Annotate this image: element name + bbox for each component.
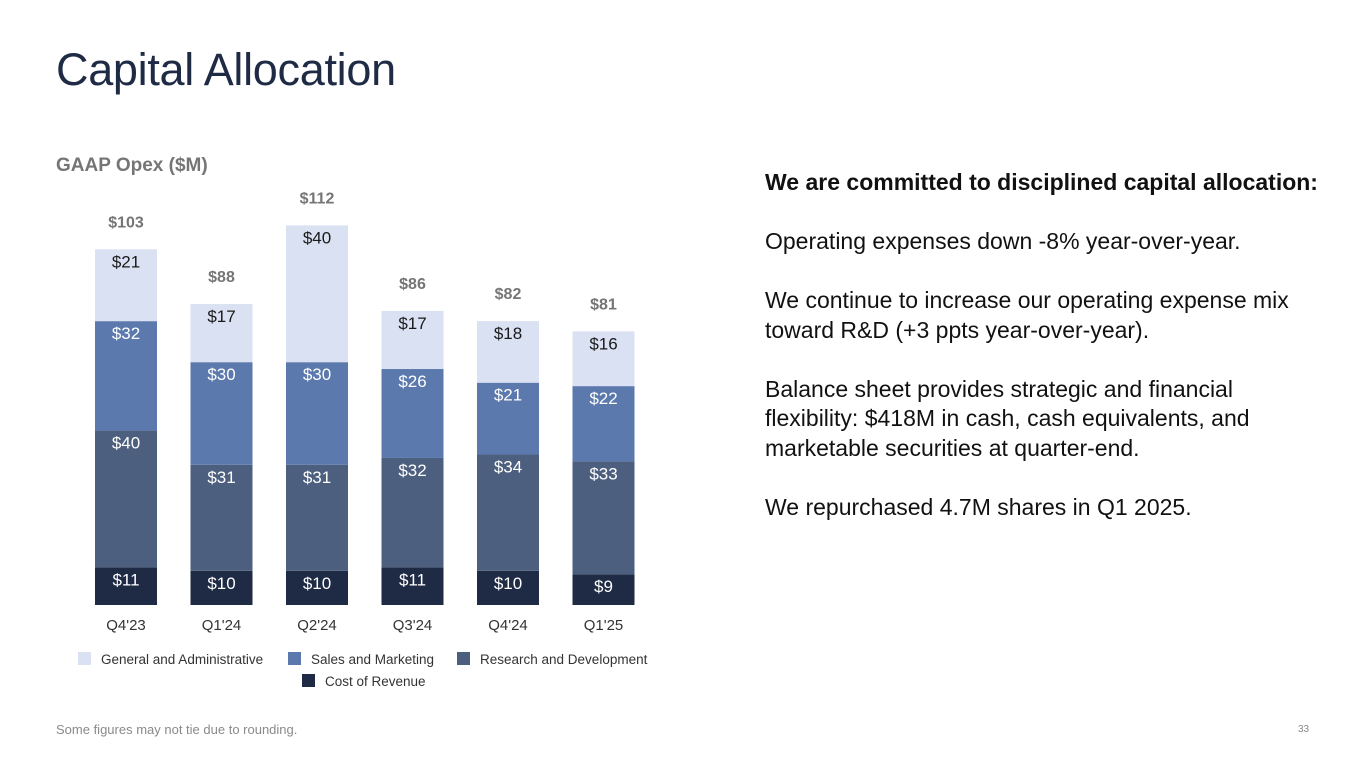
legend-swatch-sales_and_marketing bbox=[288, 652, 301, 665]
page-number: 33 bbox=[1298, 724, 1310, 735]
bar-general_and_administrative-4 bbox=[477, 321, 539, 383]
data-label-general_and_administrative-2: $40 bbox=[303, 228, 331, 247]
total-label-5: $81 bbox=[590, 296, 617, 313]
total-label-2: $112 bbox=[300, 190, 335, 207]
commentary-repurchase: We repurchased 4.7M shares in Q1 2025. bbox=[765, 493, 1192, 520]
bar-cost_of_revenue-2 bbox=[286, 570, 348, 605]
bar-cost_of_revenue-5 bbox=[572, 574, 635, 605]
x-tick-label-0: Q4'23 bbox=[106, 617, 146, 634]
bar-cost_of_revenue-1 bbox=[190, 570, 253, 605]
data-label-cost_of_revenue-2: $10 bbox=[303, 574, 331, 593]
legend-swatch-research_and_development bbox=[457, 652, 470, 665]
total-label-3: $86 bbox=[399, 276, 426, 293]
data-label-sales_and_marketing-2: $30 bbox=[303, 365, 331, 384]
data-label-cost_of_revenue-4: $10 bbox=[494, 574, 522, 593]
data-label-research_and_development-5: $33 bbox=[589, 464, 617, 483]
x-tick-label-1: Q1'24 bbox=[202, 617, 242, 634]
bar-research_and_development-2 bbox=[286, 464, 348, 571]
data-label-sales_and_marketing-5: $22 bbox=[589, 389, 617, 408]
data-label-research_and_development-3: $32 bbox=[398, 461, 426, 480]
commentary-heading: We are committed to disciplined capital … bbox=[765, 169, 1318, 195]
bar-research_and_development-0 bbox=[95, 430, 157, 568]
data-label-research_and_development-2: $31 bbox=[303, 468, 331, 487]
bar-general_and_administrative-3 bbox=[381, 310, 444, 370]
bar-research_and_development-1 bbox=[190, 464, 253, 571]
data-label-research_and_development-4: $34 bbox=[494, 458, 522, 477]
legend-label-research_and_development: Research and Development bbox=[480, 652, 648, 667]
data-label-cost_of_revenue-0: $11 bbox=[112, 570, 139, 589]
data-label-cost_of_revenue-3: $11 bbox=[399, 570, 426, 589]
bar-sales_and_marketing-2 bbox=[286, 362, 348, 465]
bar-sales_and_marketing-0 bbox=[95, 321, 157, 431]
bar-research_and_development-5 bbox=[572, 461, 635, 575]
x-tick-label-2: Q2'24 bbox=[297, 617, 337, 634]
bar-general_and_administrative-1 bbox=[190, 304, 253, 363]
legend-swatch-cost_of_revenue bbox=[302, 674, 315, 687]
data-label-sales_and_marketing-4: $21 bbox=[494, 386, 522, 405]
commentary-panel: We are committed to disciplined capital … bbox=[765, 168, 1325, 552]
data-label-research_and_development-1: $31 bbox=[207, 468, 235, 487]
commentary-balance-sheet: Balance sheet provides strategic and fin… bbox=[765, 375, 1250, 461]
data-label-research_and_development-0: $40 bbox=[112, 434, 140, 453]
legend-swatch-general_and_administrative bbox=[78, 652, 91, 665]
bar-cost_of_revenue-3 bbox=[381, 567, 444, 605]
data-label-general_and_administrative-1: $17 bbox=[207, 307, 235, 326]
x-tick-label-5: Q1'25 bbox=[584, 617, 624, 634]
bar-cost_of_revenue-4 bbox=[477, 570, 539, 605]
bar-general_and_administrative-5 bbox=[572, 331, 635, 387]
commentary-rd-mix: We continue to increase our operating ex… bbox=[765, 287, 1289, 343]
data-label-cost_of_revenue-1: $10 bbox=[207, 574, 235, 593]
data-label-general_and_administrative-4: $18 bbox=[494, 324, 522, 343]
legend-label-sales_and_marketing: Sales and Marketing bbox=[311, 652, 434, 667]
legend-label-cost_of_revenue: Cost of Revenue bbox=[325, 674, 426, 689]
data-label-general_and_administrative-3: $17 bbox=[398, 314, 426, 333]
footnote: Some figures may not tie due to rounding… bbox=[56, 722, 298, 737]
data-label-general_and_administrative-5: $16 bbox=[589, 334, 617, 353]
bar-sales_and_marketing-4 bbox=[477, 382, 539, 455]
bar-sales_and_marketing-5 bbox=[572, 386, 635, 462]
data-label-cost_of_revenue-5: $9 bbox=[594, 577, 613, 596]
commentary-opex: Operating expenses down -8% year-over-ye… bbox=[765, 228, 1241, 254]
bar-general_and_administrative-0 bbox=[95, 249, 157, 322]
opex-chart: $11 $40 $32 $21 $103 Q4'23 $10 $31 $30 $17 $88 Q1'2… bbox=[78, 190, 648, 689]
total-label-4: $82 bbox=[495, 286, 522, 303]
total-label-0: $103 bbox=[108, 214, 144, 231]
bar-sales_and_marketing-1 bbox=[190, 362, 253, 465]
data-label-sales_and_marketing-1: $30 bbox=[207, 365, 235, 384]
bar-research_and_development-3 bbox=[381, 457, 444, 568]
total-label-1: $88 bbox=[208, 269, 235, 286]
page-title: Capital Allocation bbox=[56, 44, 396, 95]
data-label-sales_and_marketing-3: $26 bbox=[398, 372, 426, 391]
legend-label-general_and_administrative: General and Administrative bbox=[101, 652, 263, 667]
bar-research_and_development-4 bbox=[477, 454, 539, 571]
x-tick-label-4: Q4'24 bbox=[488, 617, 528, 634]
bar-sales_and_marketing-3 bbox=[381, 369, 444, 458]
data-label-general_and_administrative-0: $21 bbox=[112, 252, 140, 271]
data-label-sales_and_marketing-0: $32 bbox=[112, 324, 140, 343]
chart-title: GAAP Opex ($M) bbox=[56, 155, 208, 176]
bar-general_and_administrative-2 bbox=[286, 225, 348, 363]
x-tick-label-3: Q3'24 bbox=[393, 617, 433, 634]
bar-cost_of_revenue-0 bbox=[95, 567, 157, 605]
